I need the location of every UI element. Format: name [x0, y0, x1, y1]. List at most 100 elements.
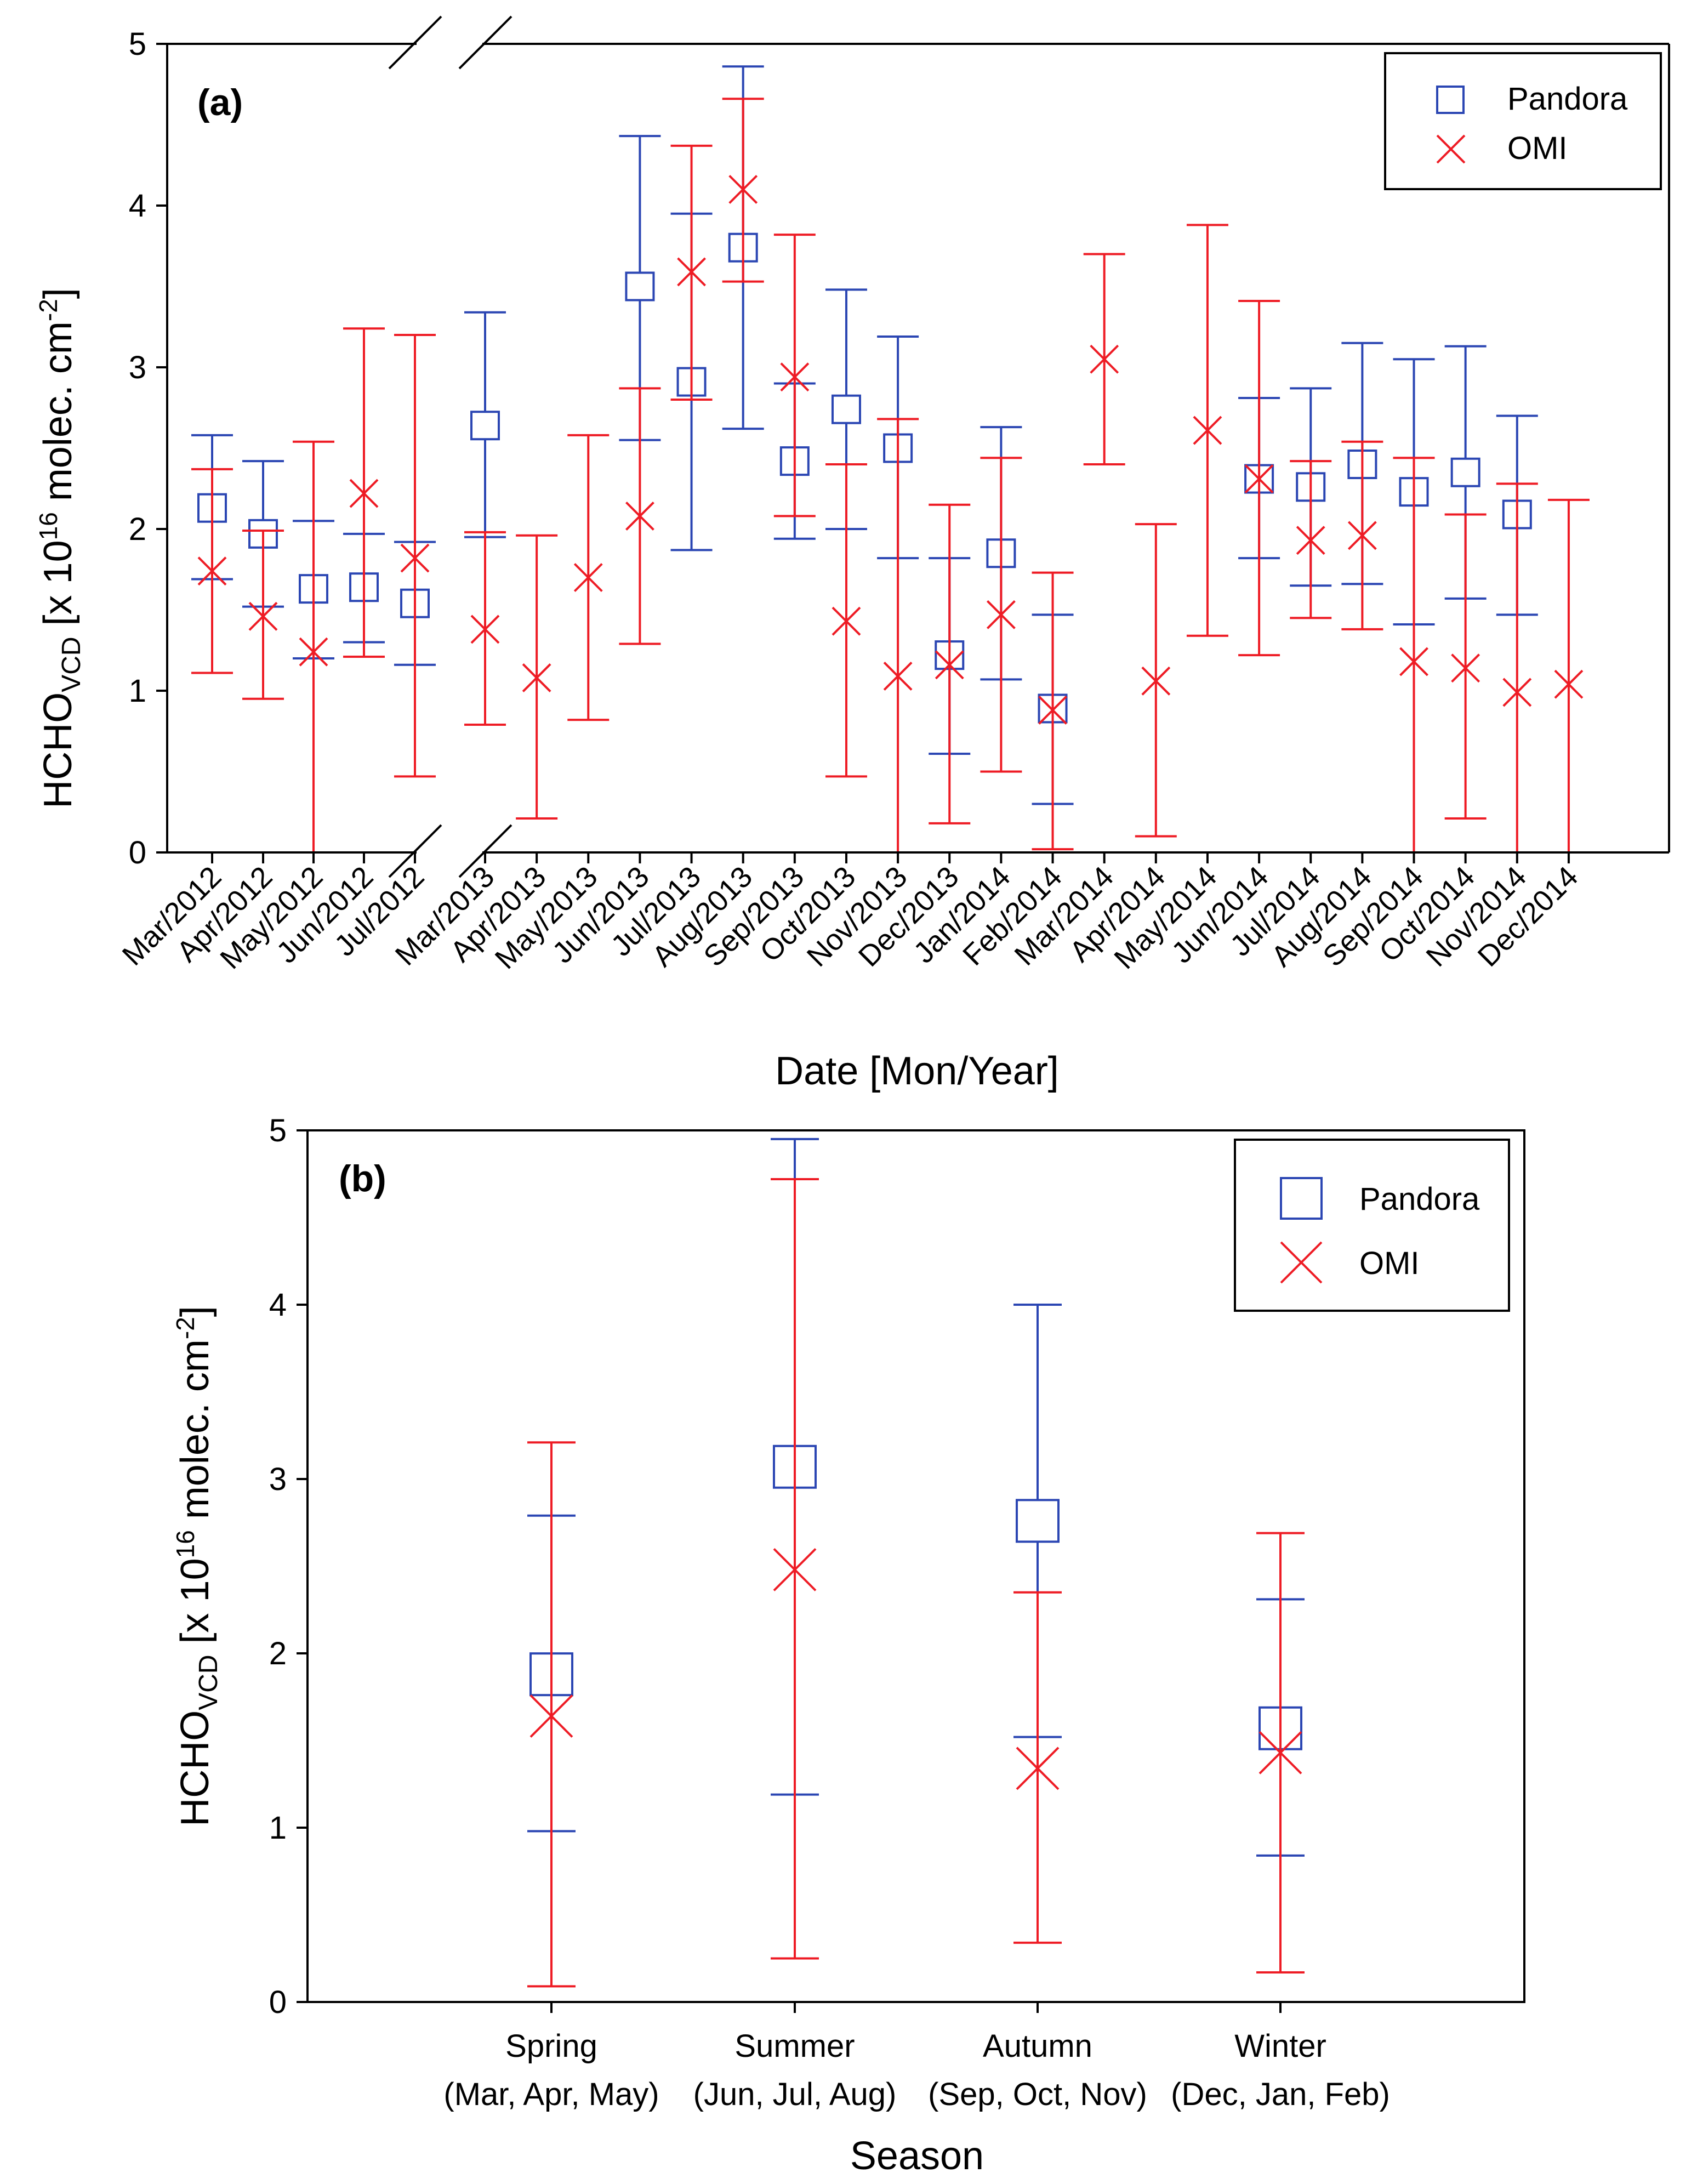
- panel-a-label: (a): [197, 82, 243, 123]
- a-axis-break-mark: [388, 824, 442, 878]
- panel-a-legend: Pandora OMI: [1384, 52, 1662, 190]
- panel-a-y-axis: 0 1 2 3 4 5: [129, 26, 167, 871]
- a-omi-point: [1399, 647, 1428, 676]
- a-omi-point-stroke-b: [1090, 344, 1119, 374]
- panel-b-legend-pandora-marker: [1280, 1177, 1323, 1220]
- panel-b-chart: 0 1 2 3 4 5 Spring (Mar, Apr, May) Summer (Jun, …: [171, 1113, 1525, 2178]
- a-omi-point-stroke-b: [522, 663, 551, 692]
- panel-b-x-label: Season: [850, 2134, 984, 2178]
- panel-b-legend: Pandora OMI: [1234, 1139, 1510, 1312]
- b-x-tick-sublabel: (Jun, Jul, Aug): [693, 2077, 897, 2112]
- panel-a-frame: [166, 15, 1670, 878]
- a-omi-point: [625, 501, 654, 531]
- a-omi-point: [780, 362, 810, 392]
- a-omi-point: [1296, 526, 1325, 555]
- b-omi-point: [1258, 1731, 1302, 1775]
- a-omi-point-stroke-b: [728, 175, 758, 204]
- a-omi-point-stroke-b: [400, 543, 430, 573]
- a-omi-point-stroke-b: [470, 615, 500, 644]
- a-omi-point: [1141, 666, 1171, 696]
- panel-b-legend-omi-label: OMI: [1359, 1245, 1420, 1281]
- b-x-tick-label: Autumn: [983, 2028, 1092, 2064]
- b-omi-point: [1016, 1747, 1060, 1790]
- a-omi-point-stroke-b: [625, 501, 654, 531]
- panel-b-series: [527, 1138, 1305, 1988]
- a-omi-point-stroke-b: [1193, 416, 1222, 445]
- panel-a-legend-omi-label: OMI: [1507, 130, 1568, 166]
- b-y-tick-label: 5: [269, 1113, 287, 1148]
- a-omi-point-stroke-b: [883, 662, 913, 691]
- b-y-tick-label: 1: [269, 1810, 287, 1846]
- a-omi-point: [1554, 669, 1584, 699]
- panel-a-series: [191, 65, 1590, 854]
- a-omi-point-stroke-b: [1502, 678, 1532, 707]
- a-y-tick-label: 1: [129, 673, 146, 709]
- a-omi-point-stroke-b: [1451, 653, 1480, 683]
- a-omi-point-stroke-b: [299, 637, 328, 667]
- a-omi-errorbar: [1444, 513, 1487, 820]
- a-omi-point-stroke-b: [986, 600, 1016, 629]
- panel-b-legend-pandora-label: Pandora: [1359, 1181, 1480, 1217]
- a-omi-point-stroke-b: [677, 257, 706, 287]
- panel-b-y-label: HCHOVCD [x 1016 molec. cm-2]: [171, 1306, 223, 1827]
- a-axis-break-mark: [458, 15, 512, 70]
- panel-a-legend-box: [1384, 52, 1662, 190]
- a-omi-point-stroke-b: [248, 601, 278, 631]
- panel-b-legend-omi-marker: [1280, 1241, 1323, 1284]
- b-omi-errorbar: [527, 1441, 576, 1988]
- a-omi-point: [573, 563, 603, 592]
- b-x-tick-sublabel: (Mar, Apr, May): [443, 2077, 659, 2112]
- a-omi-point: [1451, 653, 1480, 683]
- a-omi-point: [248, 601, 278, 631]
- panel-a-legend-pandora-label: Pandora: [1507, 81, 1628, 117]
- a-omi-point: [349, 479, 379, 508]
- a-omi-point: [1090, 344, 1119, 374]
- a-omi-errorbar: [394, 334, 436, 778]
- b-pandora-point: [1016, 1499, 1060, 1543]
- a-omi-point-stroke-b: [1038, 695, 1067, 725]
- a-omi-point: [400, 543, 430, 573]
- b-omi-point: [773, 1548, 817, 1591]
- a-omi-errorbar: [773, 234, 816, 517]
- b-x-tick-sublabel: (Dec, Jan, Feb): [1171, 2077, 1390, 2112]
- b-omi-point-stroke-b: [1016, 1747, 1060, 1790]
- panel-a-y-label: HCHOVCD [x 1016 molec. cm-2]: [34, 288, 86, 809]
- a-omi-point-stroke-b: [1244, 464, 1274, 493]
- a-omi-point: [1347, 521, 1377, 550]
- b-y-tick-label: 3: [269, 1461, 287, 1497]
- a-omi-point-stroke-b: [197, 556, 227, 586]
- a-axis-break-mark: [458, 824, 512, 878]
- a-omi-point-stroke-b: [1296, 526, 1325, 555]
- a-omi-point-stroke-b: [1554, 669, 1584, 699]
- a-omi-point: [1502, 678, 1532, 707]
- a-omi-point: [1193, 416, 1222, 445]
- a-omi-point: [1244, 464, 1274, 493]
- panel-b-y-axis: 0 1 2 3 4 5: [269, 1113, 307, 2020]
- a-omi-point: [677, 257, 706, 287]
- a-omi-point: [935, 650, 964, 680]
- a-omi-point-stroke-b: [573, 563, 603, 592]
- b-omi-point-stroke-b: [1258, 1731, 1302, 1775]
- b-y-tick-label: 2: [269, 1636, 287, 1671]
- a-y-tick-label: 3: [129, 350, 146, 385]
- a-axis-break-mark: [388, 15, 442, 70]
- a-omi-point: [1038, 695, 1067, 725]
- b-y-tick-label: 4: [269, 1287, 287, 1323]
- panel-b-x-axis: Spring (Mar, Apr, May) Summer (Jun, Jul, Au…: [443, 2002, 1390, 2112]
- b-omi-point-stroke-b: [773, 1548, 817, 1591]
- panel-a-legend-pandora-marker: [1436, 86, 1465, 114]
- b-omi-point: [529, 1694, 573, 1738]
- a-pandora-point: [470, 411, 500, 441]
- a-y-tick-label: 4: [129, 188, 146, 224]
- a-y-tick-label: 2: [129, 511, 146, 547]
- a-omi-point-stroke-b: [780, 362, 810, 392]
- a-omi-point: [299, 637, 328, 667]
- panel-a-legend-omi-marker: [1436, 134, 1466, 164]
- panel-a-x-label: Date [Mon/Year]: [775, 1049, 1059, 1093]
- a-omi-errorbar: [242, 529, 284, 700]
- b-x-tick-label: Summer: [734, 2028, 855, 2064]
- a-omi-point: [197, 556, 227, 586]
- b-omi-point-stroke-b: [529, 1694, 573, 1738]
- a-omi-point-stroke-b: [1347, 521, 1377, 550]
